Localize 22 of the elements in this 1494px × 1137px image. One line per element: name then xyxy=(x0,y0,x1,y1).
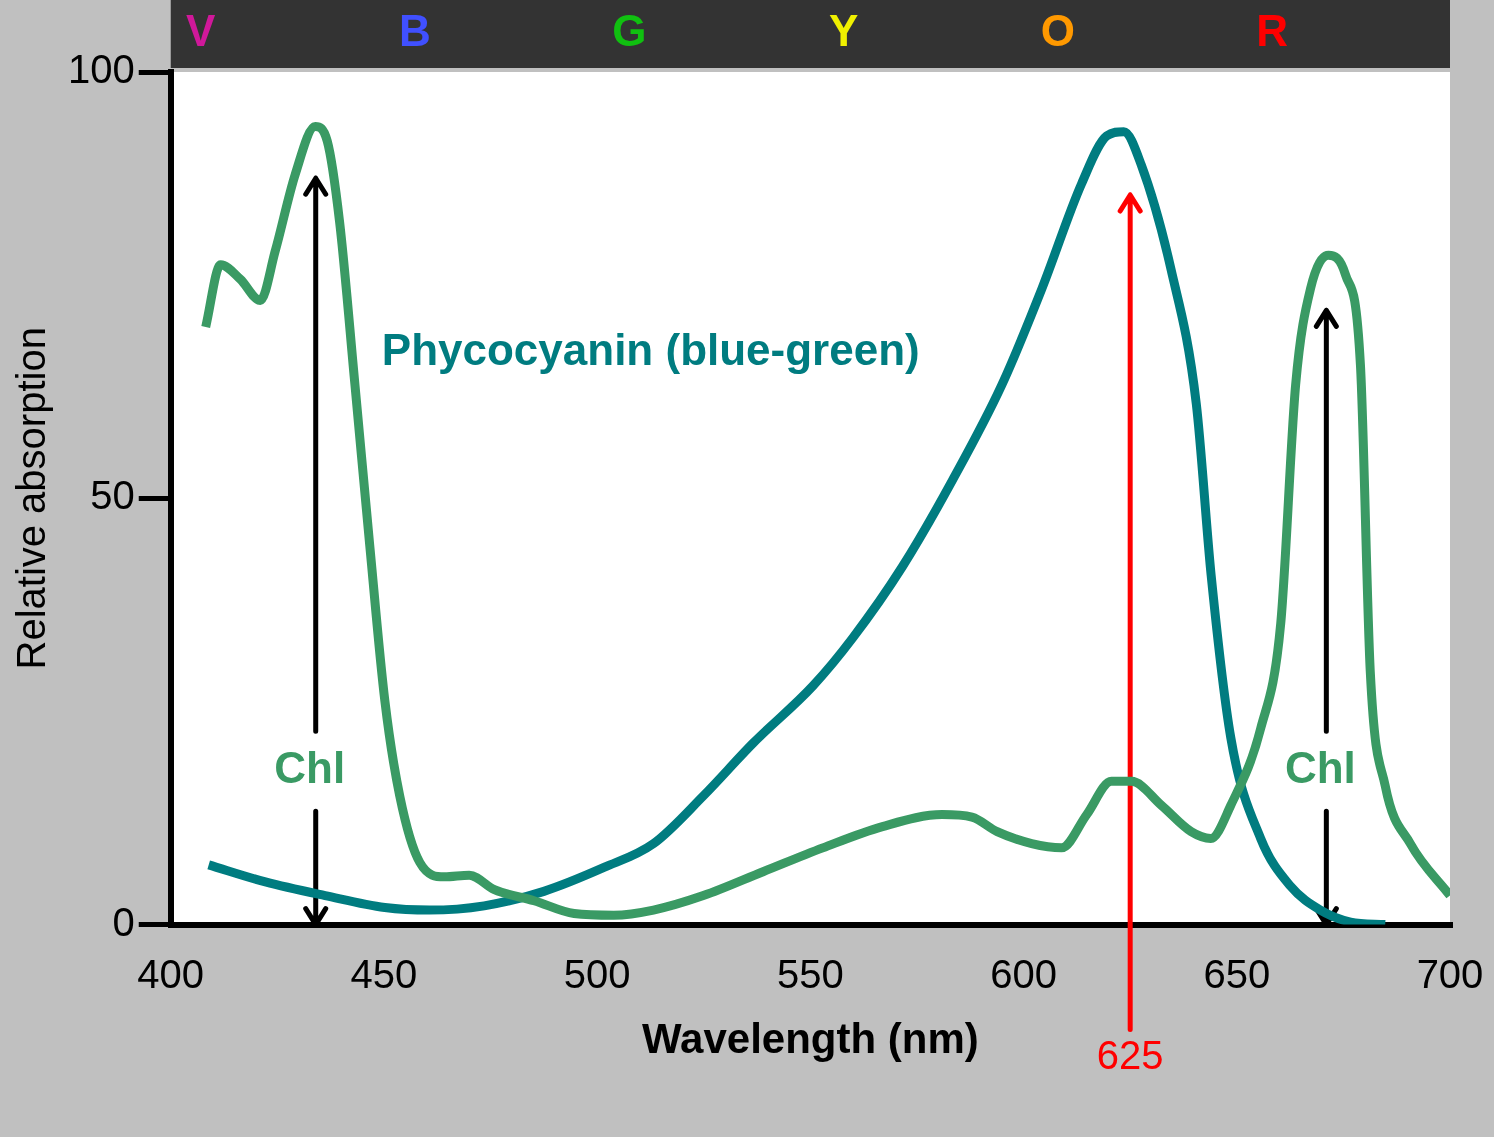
x-tick-label: 450 xyxy=(350,951,418,996)
y-tick-label: 50 xyxy=(90,473,135,518)
x-tick-label: 500 xyxy=(563,951,631,996)
x-tick-label: 550 xyxy=(776,951,844,996)
y-tick-label: 0 xyxy=(112,899,135,944)
ref-line-label: Chl xyxy=(1284,743,1356,793)
text: G xyxy=(612,6,647,56)
x-tick-label: 600 xyxy=(990,951,1057,996)
y-tick-label: 100 xyxy=(67,47,135,92)
ref-line-label: 625 xyxy=(1096,1032,1164,1077)
x-tick-label: 700 xyxy=(1416,951,1484,996)
text: Y xyxy=(828,6,859,56)
x-axis-title: Wavelength (nm) xyxy=(641,1015,979,1063)
series-label: Phycocyanin (blue-green) xyxy=(381,325,920,375)
x-tick-label: 400 xyxy=(137,951,205,996)
text: V xyxy=(186,6,217,56)
ref-line-label: Chl xyxy=(274,743,346,793)
x-tick-label: 650 xyxy=(1203,951,1271,996)
y-axis-title: Relative absorption xyxy=(9,327,54,670)
text: O xyxy=(1040,6,1075,56)
text: B xyxy=(399,6,431,56)
text: R xyxy=(1256,6,1289,56)
